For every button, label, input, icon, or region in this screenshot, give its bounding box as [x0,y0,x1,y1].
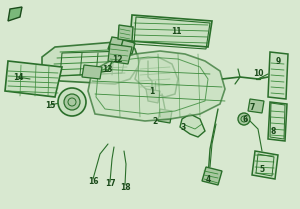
Text: 3: 3 [180,122,186,131]
Text: 10: 10 [253,70,263,79]
Text: 2: 2 [152,116,158,125]
Polygon shape [108,44,132,64]
Polygon shape [248,99,264,113]
Polygon shape [268,102,287,141]
Polygon shape [5,61,62,97]
Text: 8: 8 [270,126,276,135]
Polygon shape [146,89,160,103]
Circle shape [64,94,80,110]
Text: 9: 9 [275,56,281,65]
Polygon shape [118,25,133,41]
Text: 17: 17 [105,180,115,189]
Text: 15: 15 [45,102,55,111]
Text: 12: 12 [112,55,122,64]
Polygon shape [108,37,124,51]
Text: 4: 4 [206,175,211,184]
Polygon shape [268,52,288,99]
Polygon shape [158,109,172,123]
Polygon shape [8,7,22,21]
Text: 13: 13 [102,65,112,74]
Text: 11: 11 [171,27,181,36]
Circle shape [58,88,86,116]
Polygon shape [202,167,222,185]
Text: 16: 16 [88,176,98,186]
Polygon shape [82,65,102,79]
Polygon shape [130,15,212,47]
Text: 1: 1 [149,87,154,96]
Text: 18: 18 [120,182,130,191]
Polygon shape [120,40,135,54]
Polygon shape [135,57,178,97]
Text: 6: 6 [242,115,247,124]
Text: 5: 5 [260,164,265,173]
Polygon shape [252,151,278,179]
Text: 7: 7 [249,102,255,111]
Polygon shape [180,114,205,137]
Polygon shape [88,51,225,121]
Text: 14: 14 [13,73,23,82]
Polygon shape [42,41,140,84]
Circle shape [238,113,250,125]
